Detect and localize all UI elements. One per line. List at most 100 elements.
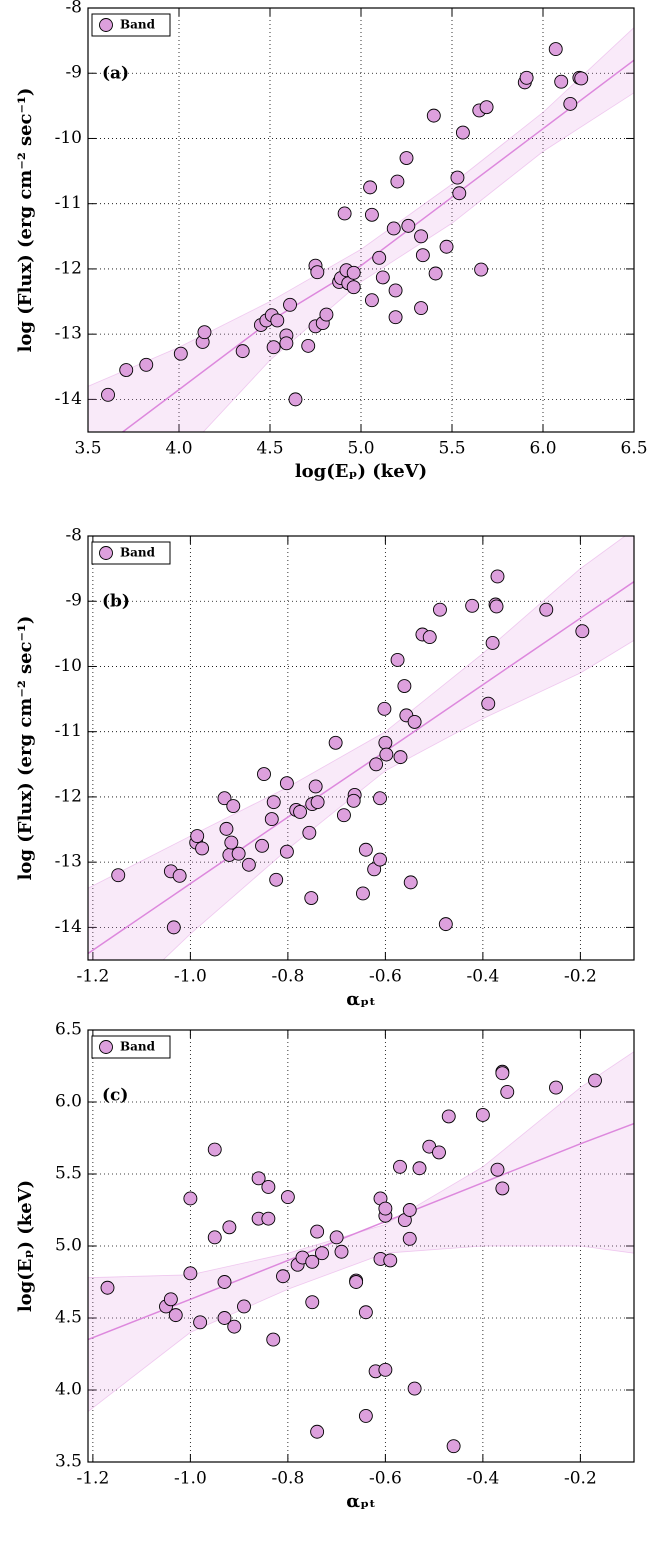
data-point — [227, 1319, 242, 1334]
x-tick-label: 3.5 — [74, 439, 101, 459]
data-point — [207, 1142, 222, 1157]
data-point — [266, 340, 281, 355]
fit-group — [88, 1051, 634, 1413]
data-point — [474, 262, 489, 277]
data-point — [356, 886, 370, 901]
y-axis-label: log (Flux) (erg cm⁻² sec⁻¹) — [15, 88, 36, 353]
data-point — [346, 280, 361, 295]
fit-group — [88, 536, 634, 960]
data-point — [280, 1190, 295, 1204]
data-point — [217, 791, 232, 806]
y-axis-label: log (Flux) (erg cm⁻² sec⁻¹) — [15, 616, 36, 881]
plot-frame — [87, 7, 635, 433]
x-tick-label: -0.6 — [369, 967, 402, 987]
x-tick-label: 4.0 — [165, 439, 192, 459]
data-point — [549, 1080, 563, 1095]
y-tick-label: 6.0 — [55, 1092, 82, 1112]
data-point — [251, 1171, 266, 1186]
data-point — [270, 313, 285, 328]
data-point — [388, 283, 403, 298]
y-tick-label: 4.5 — [55, 1308, 82, 1328]
x-tick-label: -0.8 — [271, 1469, 304, 1489]
data-point — [372, 250, 387, 265]
x-tick-label: -1.0 — [174, 1469, 207, 1489]
data-point — [207, 1230, 222, 1245]
data-point — [279, 776, 294, 791]
data-point — [414, 229, 429, 244]
data-point — [412, 1161, 427, 1176]
data-point — [183, 1191, 198, 1206]
data-point — [422, 630, 437, 645]
y-tick-label: -10 — [55, 128, 82, 148]
data-point — [490, 1162, 505, 1177]
data-point — [439, 239, 454, 254]
data-point — [269, 872, 284, 887]
data-point — [305, 1254, 320, 1269]
y-tick-label: -13 — [55, 324, 82, 344]
fit-line — [121, 59, 634, 432]
data-point — [574, 71, 589, 86]
y-tick-label: -12 — [55, 786, 82, 806]
data-point — [257, 767, 271, 782]
data-point — [293, 804, 308, 819]
y-tick-label: -11 — [55, 193, 82, 213]
data-point — [452, 186, 467, 201]
data-point — [588, 1073, 602, 1088]
data-point — [101, 387, 115, 402]
data-point — [255, 838, 269, 853]
legend-box — [91, 541, 171, 565]
data-point — [415, 248, 430, 263]
data-point — [358, 842, 373, 857]
data-point — [390, 174, 405, 189]
data-point — [438, 917, 453, 932]
data-point — [168, 1308, 183, 1323]
y-tick-label: -10 — [55, 656, 82, 676]
data-point — [336, 808, 351, 823]
panel-label: (c) — [102, 1086, 128, 1106]
data-point — [393, 1159, 407, 1174]
x-tick-label: 6.0 — [529, 439, 556, 459]
data-point — [575, 624, 590, 639]
data-point — [432, 1145, 446, 1160]
y-tick-label: -12 — [55, 258, 82, 278]
data-point — [346, 265, 361, 280]
panel: -1.2 -1.0 -0.8 -0.6 -0.4 -0.2 3.5 4.0 4.5 5.0 5.5 6… — [15, 1020, 635, 1512]
data-point — [166, 920, 181, 935]
x-axis-label: αₚₜ — [346, 1491, 376, 1512]
x-axis-label: αₚₜ — [346, 989, 376, 1010]
data-point — [407, 714, 422, 729]
panel: -1.2 -1.0 -0.8 -0.6 -0.4 -0.2 -14 -13 -12 -11 -10 -… — [15, 526, 635, 1010]
legend-box — [91, 1035, 171, 1059]
data-point — [308, 779, 323, 794]
data-point — [364, 207, 379, 222]
data-point — [446, 1439, 461, 1454]
data-point — [358, 1408, 373, 1423]
data-point — [310, 1424, 325, 1439]
legend-label: Band — [120, 546, 156, 560]
x-tick-label: -0.4 — [466, 1469, 499, 1489]
data-point — [548, 42, 563, 57]
data-point — [276, 1269, 290, 1284]
data-point — [264, 812, 279, 827]
y-tick-label: 4.0 — [55, 1380, 82, 1400]
data-point — [401, 218, 416, 233]
data-point — [399, 151, 414, 165]
panel-label: (b) — [102, 592, 130, 612]
data-point — [100, 1280, 115, 1295]
legend-label: Band — [120, 1040, 156, 1054]
data-point — [495, 1066, 510, 1081]
y-tick-label: -14 — [55, 389, 82, 409]
x-tick-label: -0.8 — [271, 967, 304, 987]
data-point — [266, 795, 281, 810]
data-point — [441, 1109, 456, 1124]
y-tick-label: -9 — [65, 591, 82, 611]
data-point — [195, 841, 210, 856]
y-tick-label: -13 — [55, 852, 82, 872]
y-axis-label: log(Eₚ) (keV) — [15, 1180, 36, 1312]
y-tick-label: 6.5 — [55, 1020, 82, 1040]
data-point — [328, 735, 343, 750]
data-point — [231, 846, 246, 861]
data-point — [402, 1231, 417, 1246]
data-point — [301, 338, 316, 353]
